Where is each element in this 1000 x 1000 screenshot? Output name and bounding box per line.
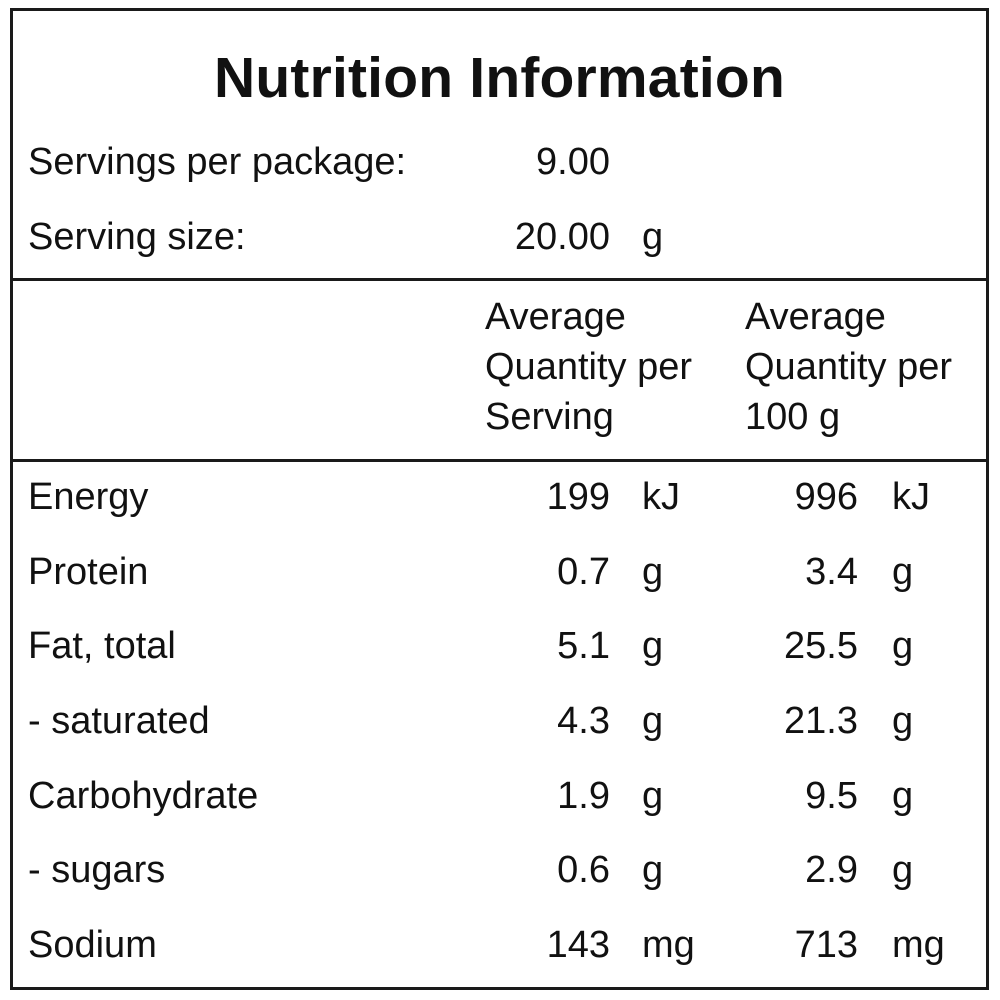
serving-unit: g (642, 551, 664, 593)
serving-unit: kJ (642, 476, 680, 518)
serving-unit: g (642, 700, 664, 742)
serving-unit: g (642, 625, 664, 667)
per100-value: 2.9 (805, 849, 858, 891)
col-header-100g-line1: Average (745, 296, 886, 338)
col-header-100g-line2: Quantity per (745, 346, 952, 388)
nutrient-name: - saturated (28, 700, 210, 742)
per100-value: 3.4 (805, 551, 858, 593)
servings-per-package-value: 9.00 (536, 141, 610, 183)
serving-value: 5.1 (557, 625, 610, 667)
per100-unit: g (892, 551, 914, 593)
per100-value: 25.5 (784, 625, 858, 667)
per100-unit: g (892, 700, 914, 742)
serving-value: 1.9 (557, 775, 610, 817)
serving-size-label: Serving size: (28, 216, 246, 258)
col-header-serving-line1: Average (485, 296, 626, 338)
nutrient-name: Fat, total (28, 625, 176, 667)
serving-size-unit: g (642, 216, 664, 258)
per100-value: 9.5 (805, 775, 858, 817)
nutrient-name: Carbohydrate (28, 775, 259, 817)
serving-value: 199 (546, 476, 610, 518)
serving-value: 143 (546, 924, 610, 966)
per100-unit: g (892, 775, 914, 817)
serving-unit: g (642, 775, 664, 817)
serving-unit: g (642, 849, 664, 891)
servings-per-package-label: Servings per package: (28, 141, 407, 183)
per100-unit: kJ (892, 476, 930, 518)
serving-value: 4.3 (557, 700, 610, 742)
divider-top (10, 278, 989, 281)
nutrient-name: Protein (28, 551, 149, 593)
nutrient-name: Energy (28, 476, 149, 518)
serving-size-value: 20.00 (514, 216, 610, 258)
divider-header (10, 459, 989, 462)
per100-value: 21.3 (784, 700, 858, 742)
serving-unit: mg (642, 924, 695, 966)
serving-value: 0.7 (557, 551, 610, 593)
per100-unit: g (892, 849, 914, 891)
per100-value: 713 (794, 924, 858, 966)
col-header-serving-line3: Serving (485, 396, 614, 438)
serving-value: 0.6 (557, 849, 610, 891)
col-header-100g-line3: 100 g (745, 396, 841, 438)
nutrient-name: Sodium (28, 924, 157, 966)
nutrient-name: - sugars (28, 849, 166, 891)
per100-unit: mg (892, 924, 945, 966)
page-title: Nutrition Information (214, 46, 785, 110)
nutrition-panel (10, 8, 989, 990)
col-header-serving-line2: Quantity per (485, 346, 692, 388)
per100-unit: g (892, 625, 914, 667)
per100-value: 996 (794, 476, 858, 518)
